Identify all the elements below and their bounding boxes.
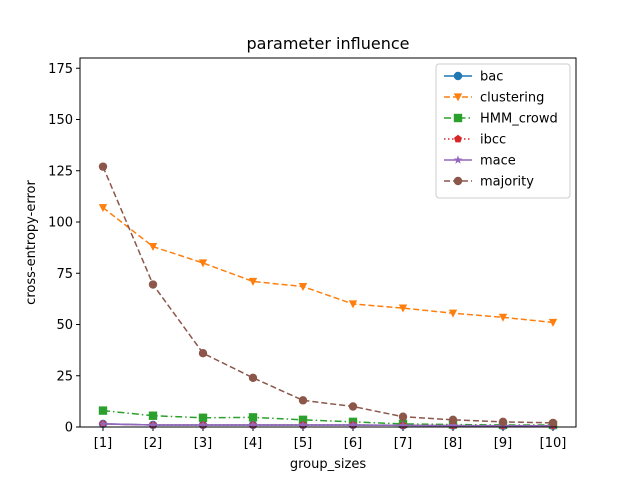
data-point (248, 277, 258, 286)
data-point (98, 162, 108, 171)
data-point (448, 415, 458, 425)
data-point (248, 373, 258, 382)
y-tick-label: 0 (65, 421, 73, 436)
series-line (102, 166, 554, 424)
y-tick-label: 150 (48, 113, 73, 128)
data-point (198, 259, 208, 268)
y-tick-label: 50 (56, 318, 73, 333)
series-group (98, 162, 558, 430)
data-point (448, 309, 458, 318)
axes-frame (79, 57, 577, 428)
y-tick-label: 100 (48, 216, 73, 231)
x-tick-label: [2] (144, 436, 162, 451)
y-tick-label: 25 (56, 369, 73, 384)
data-point (248, 420, 258, 429)
data-point (198, 420, 208, 429)
data-point (298, 396, 308, 405)
legend-label: ibcc (480, 133, 506, 148)
data-point (448, 420, 458, 430)
x-tick-label: [8] (444, 436, 462, 451)
legend-label: HMM_crowd (480, 112, 558, 127)
y-tick-label: 175 (48, 62, 73, 77)
data-point (498, 313, 508, 322)
x-tick-label: [1] (94, 436, 112, 451)
data-point (148, 243, 158, 252)
data-point (298, 415, 308, 425)
x-tick-label: [3] (194, 436, 212, 451)
data-point (348, 402, 358, 411)
data-point (398, 420, 408, 430)
legend-label: bac (480, 70, 503, 85)
data-point (148, 280, 158, 289)
legend-label: mace (480, 154, 516, 169)
x-tick-label: [4] (244, 436, 262, 451)
x-tick-label: [7] (394, 436, 412, 451)
data-point (548, 318, 558, 327)
legend-marker (453, 93, 463, 102)
data-point (148, 420, 158, 429)
y-axis-label: cross-entropy-error (24, 180, 39, 305)
series-line (102, 207, 554, 324)
data-point (248, 413, 258, 422)
data-point (98, 204, 108, 213)
series-majority (98, 162, 558, 428)
data-point (198, 413, 208, 422)
data-point (148, 411, 158, 420)
data-point (398, 304, 408, 313)
data-point (548, 418, 558, 428)
y-tick-label: 125 (48, 164, 73, 179)
series-line (102, 423, 553, 427)
x-axis-label: group_sizes (290, 457, 366, 472)
data-point (498, 417, 508, 427)
series-line (102, 409, 553, 426)
x-tick-label: [5] (294, 436, 312, 451)
data-point (348, 420, 358, 429)
legend-marker (453, 71, 463, 81)
y-tick-label: 75 (56, 267, 73, 282)
legend-marker (453, 113, 463, 123)
x-tick-label: [9] (494, 436, 512, 451)
data-point (298, 283, 308, 291)
data-point (398, 412, 408, 421)
legend-label: majority (480, 175, 534, 190)
data-point (348, 300, 358, 309)
legend-box (435, 63, 571, 199)
legend-marker (453, 155, 463, 164)
axis-ticks: [1] [2] [3] [4] [5] [6] [7] [8] [9] [10] 0 25 50 75 10… (48, 62, 566, 451)
legend-marker (454, 134, 462, 143)
chart-title: parameter influence (247, 34, 410, 53)
legend-label: clustering (480, 91, 544, 106)
series-clustering (98, 204, 558, 327)
data-point (98, 406, 108, 415)
data-point (198, 349, 208, 358)
legend-marker (453, 176, 463, 186)
data-point (98, 419, 108, 428)
x-tick-label: [10] (540, 436, 567, 451)
x-tick-label: [6] (344, 436, 362, 451)
data-point (298, 420, 308, 429)
